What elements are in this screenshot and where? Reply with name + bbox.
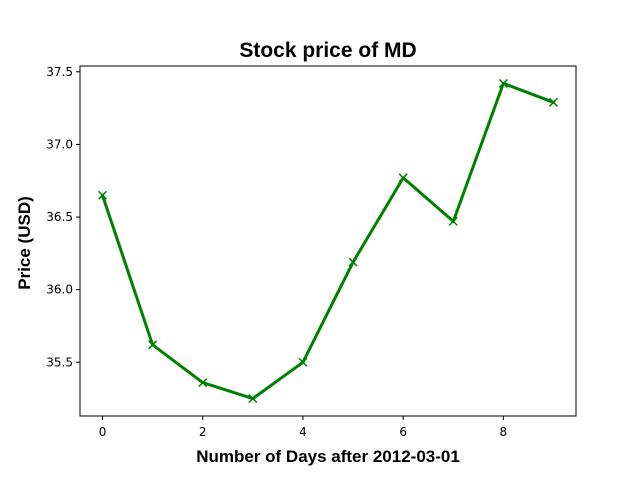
plot-area: [79, 65, 577, 417]
data-point-marker: [498, 78, 508, 88]
series-line: [101, 81, 555, 401]
marker-stroke: [398, 173, 408, 183]
y-tick-label: 35.5: [46, 355, 73, 369]
x-tick-label: 6: [399, 425, 407, 439]
y-tick-label: 36.5: [46, 210, 73, 224]
marker-stroke: [298, 357, 308, 367]
data-point-marker: [348, 257, 358, 267]
data-point-marker: [148, 340, 158, 350]
y-tick-label: 36.0: [46, 283, 73, 297]
marker-stroke: [548, 97, 558, 107]
x-tick-label: 0: [99, 425, 107, 439]
data-point-marker: [198, 378, 208, 388]
chart-title: Stock price of MD: [239, 39, 416, 62]
series-layer: [98, 78, 558, 404]
marker-stroke: [498, 78, 508, 88]
marker-stroke: [148, 340, 158, 350]
data-point-marker: [398, 173, 408, 183]
marker-stroke: [248, 394, 258, 404]
marker-stroke: [348, 257, 358, 267]
marker-stroke: [448, 216, 458, 226]
data-point-marker: [98, 190, 108, 200]
data-point-marker: [548, 97, 558, 107]
marker-stroke: [198, 378, 208, 388]
data-point-marker: [448, 216, 458, 226]
x-tick-label: 2: [199, 425, 207, 439]
data-point-marker: [298, 357, 308, 367]
x-axis: 0 2 4 6 8: [99, 416, 507, 439]
data-point-marker: [248, 394, 258, 404]
y-axis-label: Price (USD): [15, 196, 34, 290]
marker-stroke: [98, 190, 108, 200]
x-tick-label: 4: [299, 425, 307, 439]
x-tick-label: 8: [500, 425, 508, 439]
x-axis-label: Number of Days after 2012-03-01: [196, 447, 460, 466]
y-axis: 35.5 36.0 36.5 37.0 37.5: [46, 65, 80, 369]
y-tick-label: 37.0: [46, 137, 73, 151]
y-tick-label: 37.5: [46, 65, 73, 79]
